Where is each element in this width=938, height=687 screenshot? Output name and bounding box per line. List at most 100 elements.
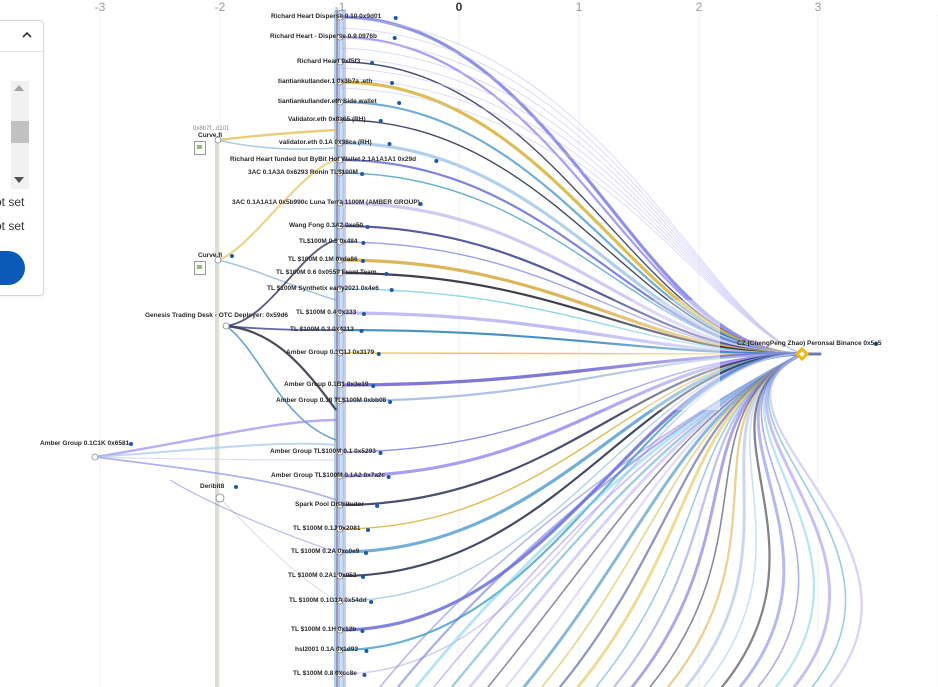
edge-to-hub [338,201,804,356]
node-marker-dot [361,312,366,316]
node-marker-dot [392,36,397,40]
column-node[interactable] [336,139,344,147]
column-node-label[interactable]: Richard Heart funded but ByBit Hot Walle… [230,156,417,163]
column-node-label[interactable]: TL $100M 0.1M 0xda86 [288,256,358,263]
column-node[interactable] [336,285,344,293]
column-node-label[interactable]: Amber Group 0.1C1J 0x3179 [286,349,375,356]
curve-node-2[interactable] [214,256,222,264]
column-node-label[interactable]: Richard Heart - Disperse 0.9 0976b [270,33,377,40]
left-edge [225,325,337,441]
column-node-label[interactable]: validator.eth 0.1A 0x38ca (RH) [279,139,372,146]
column-node-label[interactable]: Wang Fong 0.3A2 0xe50 [289,222,364,229]
column-node-label[interactable]: TL $100M 0.1G1A 0x54dd [289,597,367,604]
column-node-label[interactable]: 3AC 0.1A3A 0x6293 Ronin TL$100M [248,169,358,176]
panel-header [0,21,43,52]
column-node[interactable] [336,597,344,605]
curve-label-1[interactable]: Curve.fi [198,132,223,139]
column-node-label[interactable]: TL $100M 0.6 0x0559 Front Team [276,269,377,276]
not-set-text-2: ot set [0,219,25,233]
column-node[interactable] [336,238,344,246]
column-node-label[interactable]: tiantiankullander.eth Side wallet [278,98,377,105]
deribit-label[interactable]: Deribit8 [200,483,225,490]
axis-tick-3: 3 [814,0,822,14]
curve-node-1[interactable] [214,136,222,144]
column-node-label[interactable]: TL $100M 0.3 0x4213 [290,326,354,333]
binance-hub-icon[interactable] [794,346,810,362]
column-node[interactable] [336,397,344,405]
primary-action-button[interactable] [0,251,25,285]
column-node[interactable] [336,670,344,678]
amber-left-node[interactable] [91,453,99,461]
column-node-label[interactable]: Richard Heart 0xf5f3 [297,58,361,65]
hub-label[interactable]: CZ (ChengPeng Zhao) Peronsal Binance 0x5… [737,340,882,347]
column-node-label[interactable]: TL $100M 0.1J 0x2081 [293,525,361,532]
curve-label-2[interactable]: Curve.fi [198,252,223,259]
deribit-node[interactable] [215,493,225,503]
column-node[interactable] [336,33,344,41]
column-node[interactable] [336,256,344,264]
column-node[interactable] [336,381,344,389]
amber-marker-dot [129,442,133,446]
node-marker-dot [397,101,402,105]
node-marker-dot [364,551,368,555]
column-node[interactable] [336,222,344,230]
column-node-label[interactable]: TL $100M 0.2A 0xc0e9 [291,548,360,555]
column-node-label[interactable]: tiantiankullander.1 0x3b7a .eth [278,78,373,85]
column-node[interactable] [336,646,344,654]
column-node-label[interactable]: Amber Group 0.18 TL$100M 0xbb08 [276,397,387,404]
column-node[interactable] [336,349,344,357]
edge-to-hub [339,353,803,675]
scrollbar-thumb[interactable] [11,121,29,143]
edge-from-bottom [765,352,831,687]
column-node[interactable] [336,548,344,556]
axis-grid [99,14,938,687]
side-panel: ot set ot set [0,20,44,296]
curve-small-label: 0x8b7f...d101 [193,126,230,132]
column-node[interactable] [336,326,344,334]
column-node-label[interactable]: TL$100M 0.3 0x484 [299,238,358,245]
column-node-label[interactable]: Amber Group 0.1B1 0x3e19 [284,381,369,388]
column-node-label[interactable]: TL $100M Synthetix early2021 0x4e6 [267,285,379,292]
node-marker-dot [393,16,398,20]
edge-to-hub [338,352,804,478]
scroll-down-arrow-icon[interactable] [14,177,24,183]
column-node-label[interactable]: Validator.eth 0x8a65 (RH) [288,116,366,123]
column-node-label[interactable]: TL $100M 0.2A1 0x052 [288,572,357,579]
curve-marker-dot [230,254,234,258]
column-node[interactable] [336,269,344,277]
column-node-label[interactable]: TL $100M 0.1H 0x12b [291,626,357,633]
column-node-label[interactable]: 3AC 0.1A1A1A 0x5b990c Luna Terra 1100M (… [232,199,420,206]
chevron-up-icon[interactable] [20,28,34,42]
column-node[interactable] [336,98,344,106]
column-node-label[interactable]: Richard Heart Disperse 0.10 0x9d01 [271,13,382,20]
column-node[interactable] [336,472,344,480]
column-node[interactable] [336,448,344,456]
column-node[interactable] [336,116,344,124]
column-node-label[interactable]: TL $100M 0.8 0xcc8e [293,670,357,677]
column-node[interactable] [336,169,344,177]
column-node[interactable] [336,78,344,86]
genesis-label[interactable]: Genesis Trading Desk - OTC Deployer: 0x5… [145,312,289,319]
column-node[interactable] [336,58,344,66]
amber-left-label[interactable]: Amber Group 0.1C1K 0x6581 [40,440,130,447]
column-node[interactable] [336,501,344,509]
thin-edge [339,67,803,355]
thin-edge [339,77,803,355]
column-node[interactable] [336,626,344,634]
column-node[interactable] [336,309,344,317]
node-marker-dot [390,81,395,85]
column-node[interactable] [336,199,344,207]
column-node-label[interactable]: hsl2001 0.1A 0x1d93 [295,646,358,653]
axis-tick-neg2: -2 [214,0,226,14]
column-node[interactable] [336,572,344,580]
column-node[interactable] [336,13,344,21]
column-node-label[interactable]: Spark Pool Distributor [295,501,364,508]
column-node[interactable] [336,525,344,533]
column-node[interactable] [336,156,344,164]
column-node-label[interactable]: TL $100M 0.4 0x333 [296,309,357,316]
column-node-label[interactable]: Amber Group TL$100M 0.1A2 0x7a2c [271,472,386,479]
scroll-up-arrow-icon[interactable] [14,85,24,91]
column-node-label[interactable]: Amber Group TL$100M 0.1 0x5293 [270,448,376,455]
genesis-node[interactable] [222,322,230,330]
